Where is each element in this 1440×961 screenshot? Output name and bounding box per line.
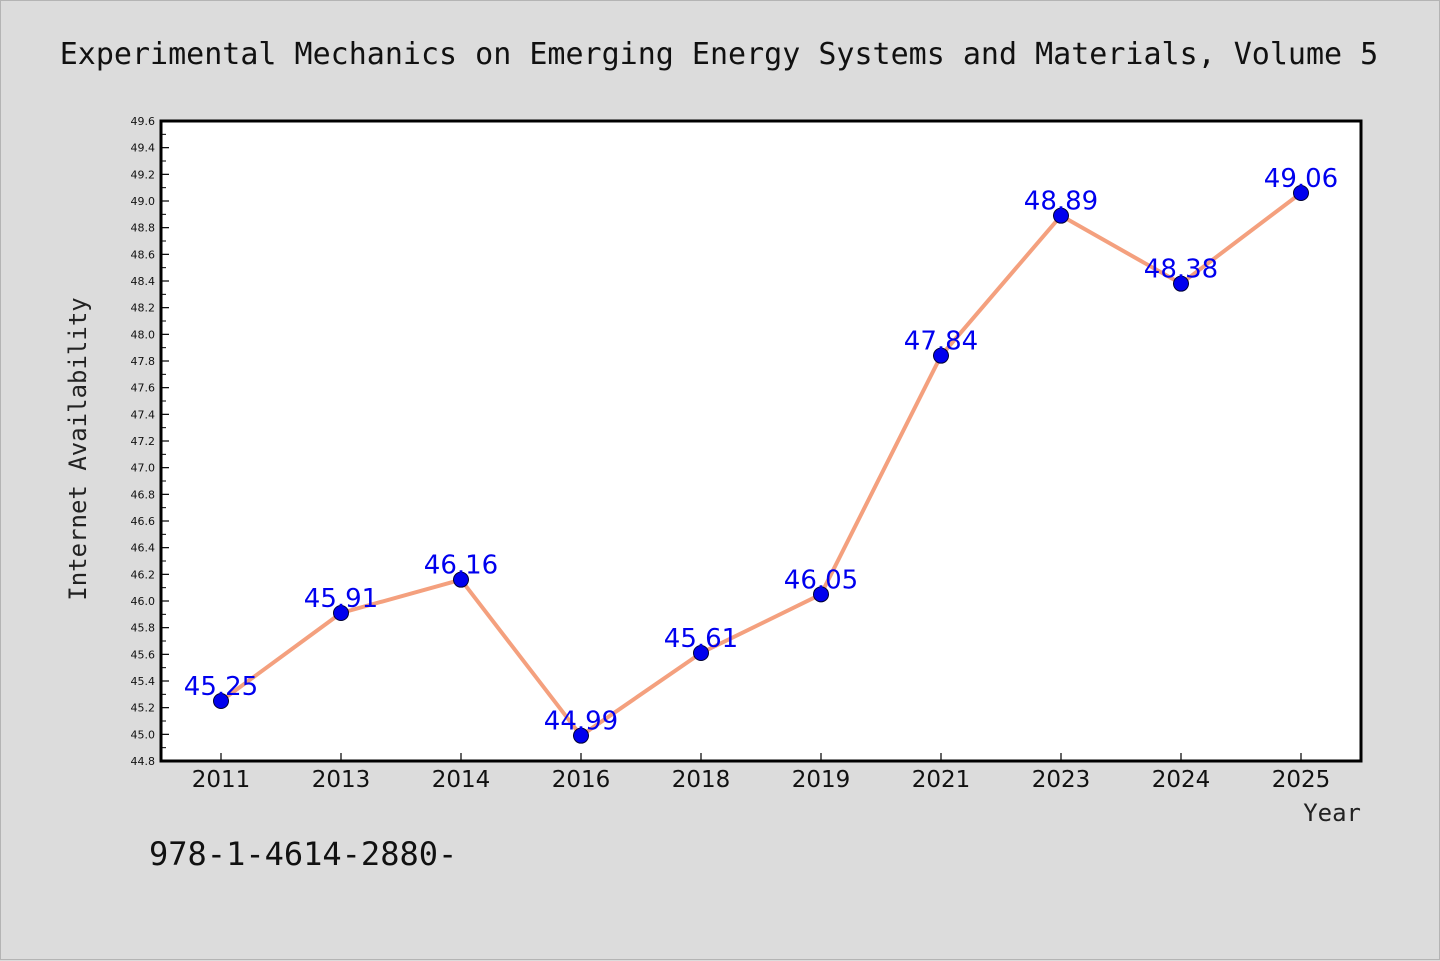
data-point bbox=[213, 693, 229, 709]
x-axis-ticks: 2011 2013 2014 2016 2018 2019 2021 2023 2024 2025 bbox=[192, 753, 1331, 793]
data-point bbox=[1053, 207, 1069, 224]
y-axis-label: Internet Availability bbox=[64, 297, 92, 600]
x-tick-label: 2025 bbox=[1272, 767, 1331, 793]
x-tick-label: 2021 bbox=[912, 767, 971, 793]
data-point bbox=[453, 571, 469, 588]
data-label: 45.91 bbox=[304, 584, 378, 614]
data-point bbox=[573, 727, 589, 744]
x-axis-label: Year bbox=[1303, 799, 1361, 827]
data-point bbox=[1293, 185, 1309, 201]
data-point bbox=[1173, 275, 1189, 292]
y-tick-label: 49.4 bbox=[131, 142, 156, 155]
x-tick-label: 2014 bbox=[432, 767, 491, 793]
data-label: 49.06 bbox=[1264, 164, 1338, 194]
y-tick-label: 47.0 bbox=[131, 462, 156, 475]
data-point bbox=[933, 347, 949, 364]
data-point bbox=[333, 605, 349, 621]
y-tick-label: 48.0 bbox=[131, 328, 156, 341]
data-label: 45.61 bbox=[664, 624, 738, 654]
y-tick-label: 46.0 bbox=[131, 595, 156, 608]
y-tick-label: 49.0 bbox=[131, 195, 156, 208]
y-tick-label: 46.6 bbox=[131, 515, 156, 528]
y-tick-label: 45.6 bbox=[131, 648, 156, 661]
x-tick-label: 2018 bbox=[672, 767, 731, 793]
x-tick-label: 2016 bbox=[552, 767, 611, 793]
y-axis-ticks: 44.8 45.0 45.2 45.4 45.6 45.8 46.0 46.2 46.4 46.6… bbox=[131, 115, 169, 768]
y-tick-label: 47.6 bbox=[131, 382, 156, 395]
y-tick-label: 46.4 bbox=[131, 542, 156, 555]
data-point bbox=[813, 586, 829, 603]
series-layer: 45.25 45.91 46.16 44.99 45.61 46.05 47.84 48.89… bbox=[184, 164, 1338, 744]
y-tick-label: 47.2 bbox=[131, 435, 156, 448]
y-tick-label: 49.6 bbox=[131, 115, 156, 128]
data-label: 45.25 bbox=[184, 672, 258, 702]
series-line bbox=[219, 191, 1303, 738]
y-tick-label: 45.2 bbox=[131, 702, 156, 715]
y-tick-label: 45.8 bbox=[131, 622, 156, 635]
data-label: 48.89 bbox=[1024, 187, 1098, 217]
y-tick-label: 45.4 bbox=[131, 675, 156, 688]
x-tick-label: 2019 bbox=[792, 767, 851, 793]
data-label: 48.38 bbox=[1144, 255, 1218, 285]
y-tick-label: 48.8 bbox=[131, 222, 156, 235]
chart-title: Experimental Mechanics on Emerging Energ… bbox=[60, 37, 1379, 72]
data-label: 47.84 bbox=[904, 327, 978, 357]
y-tick-label: 48.6 bbox=[131, 248, 156, 261]
y-tick-label: 47.8 bbox=[131, 355, 156, 368]
y-tick-label: 48.4 bbox=[131, 275, 156, 288]
data-label: 46.05 bbox=[784, 565, 858, 595]
y-tick-label: 46.8 bbox=[131, 488, 156, 501]
y-tick-label: 47.4 bbox=[131, 408, 156, 421]
footer-isbn: 978-1-4614-2880- bbox=[149, 835, 457, 873]
plot-area bbox=[159, 119, 1363, 763]
y-tick-label: 45.0 bbox=[131, 728, 156, 741]
y-tick-label: 44.8 bbox=[131, 755, 156, 768]
data-label: 44.99 bbox=[544, 707, 618, 737]
data-label: 46.16 bbox=[424, 551, 498, 581]
x-tick-label: 2013 bbox=[312, 767, 371, 793]
y-tick-label: 46.2 bbox=[131, 568, 156, 581]
data-point bbox=[693, 645, 709, 661]
x-tick-label: 2023 bbox=[1032, 767, 1091, 793]
x-tick-label: 2024 bbox=[1152, 767, 1211, 793]
y-tick-label: 49.2 bbox=[131, 168, 156, 181]
y-tick-label: 48.2 bbox=[131, 302, 156, 315]
x-tick-label: 2011 bbox=[192, 767, 251, 793]
